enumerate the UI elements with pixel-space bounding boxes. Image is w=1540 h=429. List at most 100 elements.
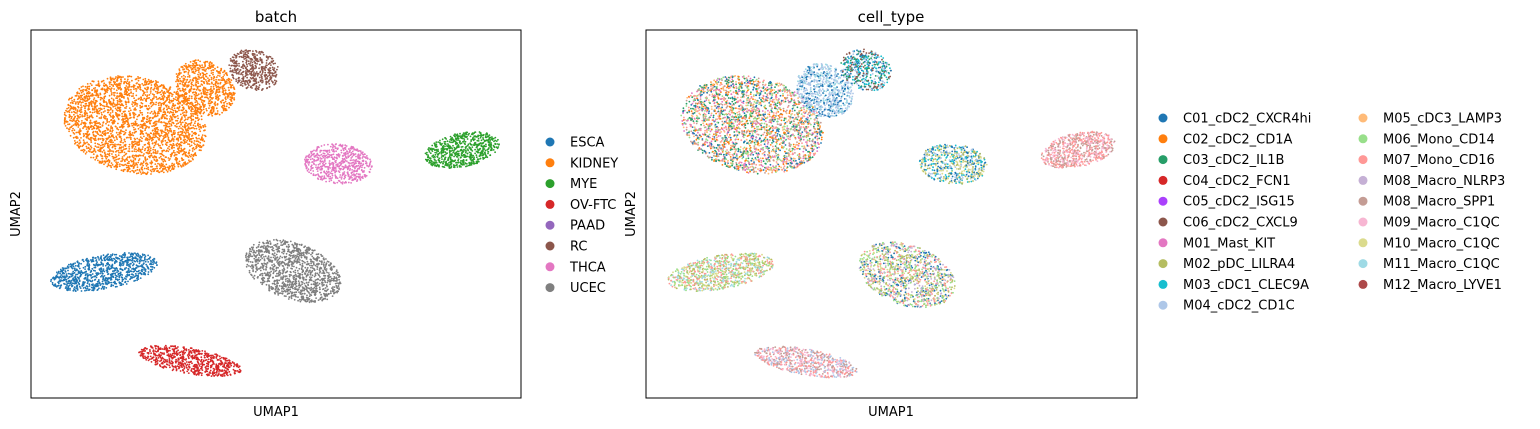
scatter-point	[225, 109, 228, 112]
batch-scatter-points	[50, 49, 500, 377]
scatter-point	[97, 83, 100, 85]
scatter-point	[209, 99, 212, 101]
scatter-point	[442, 162, 444, 165]
scatter-point	[202, 90, 205, 93]
scatter-point	[126, 91, 128, 94]
scatter-point	[167, 121, 170, 123]
scatter-point	[161, 150, 164, 153]
scatter-point	[115, 168, 118, 171]
scatter-point	[154, 120, 157, 123]
scatter-point	[444, 143, 446, 146]
scatter-point	[456, 156, 459, 158]
scatter-point	[324, 158, 326, 160]
scatter-point	[463, 138, 466, 141]
scatter-point	[346, 168, 349, 171]
scatter-point	[146, 158, 149, 161]
scatter-point	[101, 87, 104, 90]
scatter-point	[132, 111, 135, 114]
scatter-point	[107, 132, 110, 134]
scatter-point	[155, 81, 158, 83]
scatter-point	[166, 170, 169, 173]
scatter-point	[85, 136, 88, 139]
scatter-point	[204, 90, 207, 92]
scatter-point	[265, 62, 268, 64]
scatter-point	[164, 136, 167, 139]
scatter-point	[242, 80, 245, 83]
scatter-point	[153, 141, 156, 144]
scatter-point	[108, 113, 111, 116]
scatter-point	[112, 150, 114, 153]
scatter-point	[178, 125, 181, 128]
scatter-point	[138, 169, 141, 172]
scatter-point	[74, 115, 77, 118]
scatter-point	[134, 128, 137, 131]
scatter-point	[78, 87, 81, 90]
scatter-point	[139, 111, 142, 114]
scatter-point	[141, 124, 144, 126]
scatter-point	[171, 121, 174, 124]
scatter-point	[141, 83, 144, 85]
scatter-point	[351, 176, 353, 179]
scatter-point	[119, 144, 121, 146]
scatter-point	[466, 152, 469, 155]
scatter-point	[433, 161, 435, 164]
scatter-point	[260, 79, 263, 82]
scatter-point	[474, 148, 476, 151]
scatter-point	[464, 148, 467, 150]
scatter-point	[139, 133, 142, 136]
scatter-point	[188, 143, 191, 146]
scatter-point	[108, 98, 111, 101]
scatter-point	[94, 87, 97, 89]
scatter-point	[323, 170, 326, 173]
scatter-point	[137, 161, 140, 164]
scatter-point	[210, 76, 213, 79]
scatter-point	[190, 114, 193, 117]
scatter-point	[77, 144, 79, 147]
scatter-point	[233, 97, 236, 99]
scatter-point	[142, 154, 144, 157]
scatter-point	[227, 86, 230, 89]
scatter-point	[142, 90, 145, 93]
scatter-point	[258, 84, 261, 86]
scatter-point	[121, 94, 124, 97]
scatter-point	[219, 72, 221, 75]
scatter-point	[265, 74, 268, 76]
scatter-point	[182, 152, 185, 155]
scatter-point	[116, 92, 119, 94]
scatter-point	[339, 174, 342, 176]
scatter-point	[478, 155, 481, 157]
scatter-point	[221, 87, 224, 89]
scatter-point	[167, 147, 169, 150]
scatter-point	[149, 81, 152, 84]
scatter-point	[138, 114, 141, 117]
scatter-point	[161, 97, 164, 100]
scatter-point	[119, 136, 122, 139]
scatter-point	[177, 117, 180, 120]
scatter-point	[116, 115, 118, 117]
scatter-point	[197, 144, 200, 147]
scatter-point	[114, 145, 117, 148]
scatter-point	[155, 96, 157, 98]
scatter-point	[309, 158, 312, 161]
scatter-point	[213, 79, 215, 82]
scatter-point	[103, 133, 105, 136]
scatter-point	[82, 139, 85, 142]
scatter-point	[128, 92, 131, 95]
scatter-point	[128, 143, 131, 146]
scatter-point	[96, 115, 98, 118]
scatter-point	[129, 117, 131, 120]
scatter-point	[105, 157, 108, 160]
scatter-point	[316, 177, 319, 180]
scatter-point	[78, 146, 80, 149]
scatter-point	[135, 78, 137, 81]
scatter-point	[311, 157, 314, 160]
scatter-point	[83, 149, 86, 152]
scatter-point	[124, 118, 126, 120]
scatter-point	[67, 123, 69, 126]
scatter-point	[333, 182, 335, 184]
scatter-point	[115, 80, 118, 82]
scatter-point	[194, 133, 197, 136]
scatter-point	[148, 122, 151, 125]
scatter-point	[167, 91, 169, 93]
scatter-point	[207, 77, 209, 79]
